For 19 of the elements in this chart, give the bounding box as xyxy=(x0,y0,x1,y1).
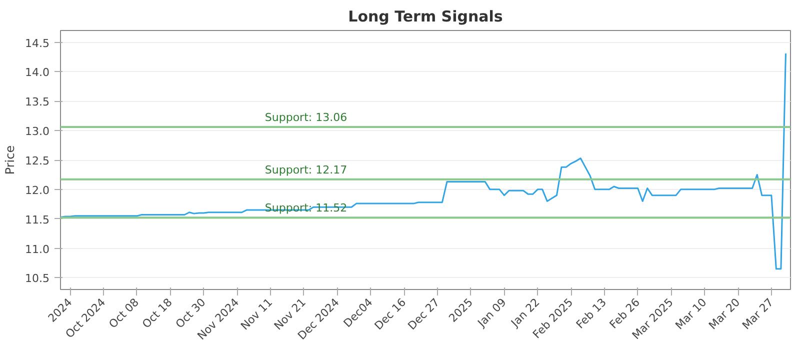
ref-line-label: Support: 12.17 xyxy=(264,163,348,176)
x-tick-label: Oct 08 xyxy=(106,296,142,331)
line-series xyxy=(60,52,786,270)
ref-line-label: Support: 13.06 xyxy=(264,111,348,124)
x-tick-label: Feb 13 xyxy=(574,296,610,332)
chart-title: Long Term Signals xyxy=(348,8,503,26)
y-tick-label: 12.0 xyxy=(25,184,50,197)
y-tick-label: 13.5 xyxy=(25,96,50,109)
y-tick-label: 14.5 xyxy=(25,36,50,50)
y-tick-label: 13.0 xyxy=(25,125,50,138)
y-tick-label: 11.5 xyxy=(25,213,50,226)
y-tick-label: 14.0 xyxy=(25,66,50,80)
y-tick-label: 10.5 xyxy=(25,272,50,286)
x-tick-label: Oct 18 xyxy=(140,296,175,331)
y-tick-label: 12.5 xyxy=(25,154,50,168)
y-tick-label: 11.0 xyxy=(25,242,50,256)
x-tick-label: Nov 11 xyxy=(238,296,276,333)
x-tick-label: Jan 09 xyxy=(474,296,509,330)
y-axis-title: Price xyxy=(3,145,18,175)
